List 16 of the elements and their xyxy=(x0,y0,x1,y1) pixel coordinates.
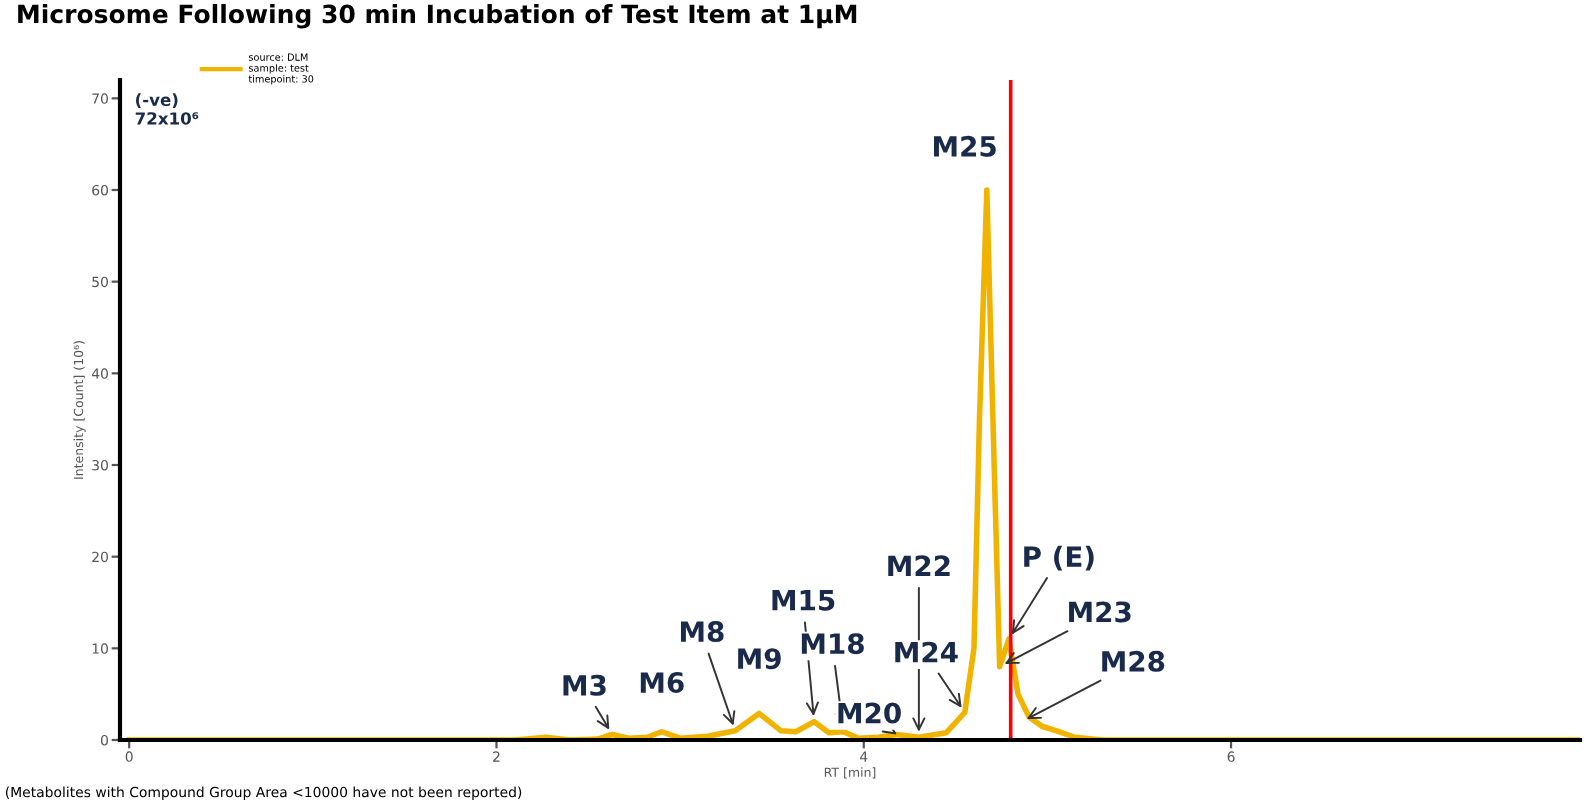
annotation: M9 xyxy=(738,648,781,670)
annotation: M23 xyxy=(1069,601,1131,623)
annotation: M28 xyxy=(1102,650,1165,672)
annotation: M25 xyxy=(934,135,996,157)
annotation: M20 xyxy=(838,702,901,724)
annotation: M18 xyxy=(801,633,864,655)
annotation: (-ve) 72x10⁶ xyxy=(135,93,199,125)
chart-title: Microsome Following 30 min Incubation of Test Item at 1µM xyxy=(18,4,857,29)
annotation: M24 xyxy=(895,641,958,663)
line-series xyxy=(126,187,1580,740)
annotation: M3 xyxy=(563,674,606,696)
annotation: M15 xyxy=(772,590,835,611)
annotation: P (E) xyxy=(1024,545,1094,571)
annotation: M22 xyxy=(888,555,950,576)
annotation: M6 xyxy=(640,672,684,694)
annotation: M8 xyxy=(680,621,724,643)
